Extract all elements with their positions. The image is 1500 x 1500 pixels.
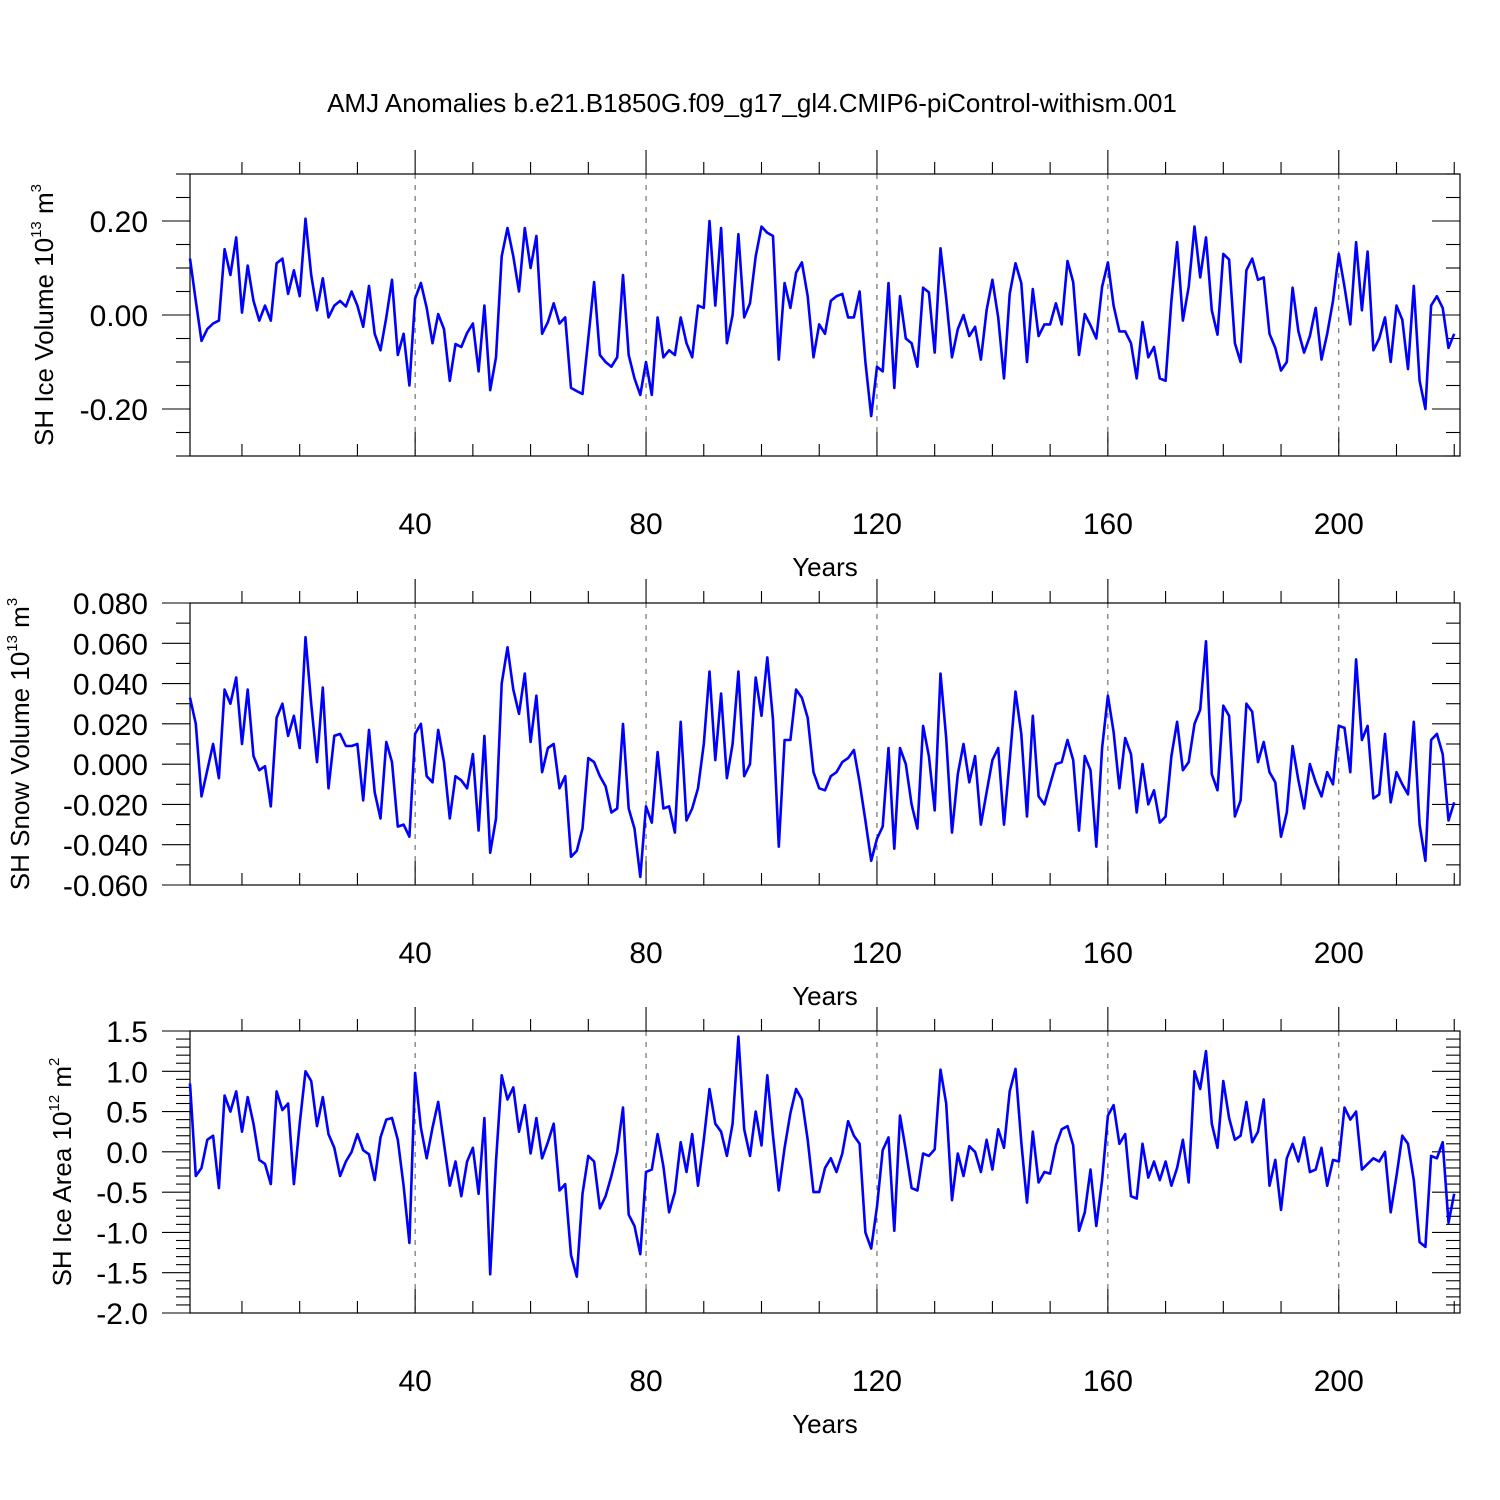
y-tick-label: -0.040 <box>63 830 148 863</box>
x-gridlines <box>414 1031 1340 1313</box>
y-axis-label-main: SH Ice Area 10 <box>47 1112 77 1287</box>
axis-ticks <box>162 579 1460 886</box>
y-tick-label: -1.0 <box>96 1217 148 1250</box>
y-tick-label: 0.000 <box>73 749 148 782</box>
y-tick-label: 0.020 <box>73 709 148 742</box>
y-axis-label-main: SH Ice Volume 10 <box>29 238 59 446</box>
x-tick-label: 200 <box>1314 937 1364 970</box>
y-tick-label: 0.060 <box>73 628 148 661</box>
x-axis-label: Years <box>792 552 858 582</box>
axis-ticks <box>162 150 1460 457</box>
y-tick-label: 0.5 <box>106 1097 148 1130</box>
y-axis-label-unit: m <box>5 606 35 635</box>
tick-labels: 40 80 120 160 200 -0.060 -0.040 -0.020 0.000 0.02… <box>63 588 1364 970</box>
ice-volume-panel: 40 80 120 160 200 -0.20 0.00 0.20 Years SH Ice … <box>28 150 1461 582</box>
axis-ticks <box>162 1007 1460 1314</box>
y-axis-label-unit: m <box>29 192 59 221</box>
x-tick-label: 160 <box>1083 937 1133 970</box>
y-tick-label: -0.20 <box>80 394 148 427</box>
x-axis-label: Years <box>792 981 858 1011</box>
tick-labels: 40 80 120 160 200 -0.20 0.00 0.20 <box>80 206 1364 541</box>
x-tick-label: 160 <box>1083 1365 1133 1398</box>
y-tick-label: 0.080 <box>73 588 148 621</box>
y-tick-label: -0.020 <box>63 789 148 822</box>
x-tick-label: 80 <box>629 937 662 970</box>
x-tick-label: 120 <box>852 1365 902 1398</box>
figure-title: AMJ Anomalies b.e21.B1850G.f09_g17_gl4.C… <box>327 88 1177 118</box>
x-tick-label: 40 <box>398 1365 431 1398</box>
y-axis-label-unit-exponent: 2 <box>46 1058 63 1066</box>
x-tick-label: 200 <box>1314 1365 1364 1398</box>
x-tick-label: 200 <box>1314 508 1364 541</box>
ice-volume-series-line <box>188 217 1456 418</box>
y-tick-label: -2.0 <box>96 1298 148 1331</box>
y-axis-label-unit-exponent: 3 <box>28 184 45 192</box>
tick-labels: 40 80 120 160 200 -2.0 -1.5 -1.0 -0.5 0.0 0.5 1.0 1.… <box>96 1016 1364 1398</box>
x-tick-label: 40 <box>398 937 431 970</box>
y-axis-label: SH Ice Area 1012 m2 <box>46 1058 77 1287</box>
x-tick-label: 120 <box>852 937 902 970</box>
y-tick-label: 0.040 <box>73 669 148 702</box>
y-axis-label-unit: m <box>47 1066 77 1095</box>
plot-frame <box>189 602 1461 886</box>
y-axis-label-exponent: 13 <box>28 221 45 238</box>
plot-frame <box>189 173 1461 457</box>
y-tick-label: 0.20 <box>90 206 148 239</box>
y-tick-label: -0.060 <box>63 870 148 903</box>
x-tick-label: 160 <box>1083 508 1133 541</box>
y-axis-label-main: SH Snow Volume 10 <box>5 652 35 890</box>
y-tick-label: 0.00 <box>90 300 148 333</box>
y-tick-label: 1.0 <box>106 1056 148 1089</box>
y-tick-label: -0.5 <box>96 1177 148 1210</box>
x-tick-label: 120 <box>852 508 902 541</box>
y-tick-label: 0.0 <box>106 1137 148 1170</box>
x-tick-label: 80 <box>629 508 662 541</box>
snow-volume-panel: 40 80 120 160 200 -0.060 -0.040 -0.020 0.000 0.02… <box>4 579 1461 1011</box>
x-axis-label: Years <box>792 1409 858 1439</box>
x-gridlines <box>414 174 1340 456</box>
x-tick-label: 80 <box>629 1365 662 1398</box>
x-tick-label: 40 <box>398 508 431 541</box>
y-axis-label: SH Ice Volume 1013 m3 <box>28 184 59 446</box>
y-axis-label: SH Snow Volume 1013 m3 <box>4 598 35 890</box>
y-axis-label-exponent: 13 <box>4 635 21 652</box>
snow-volume-series-line <box>188 635 1456 879</box>
plot-frame <box>189 1030 1461 1314</box>
ice-area-panel: 40 80 120 160 200 -2.0 -1.5 -1.0 -0.5 0.0 0.5 1.0 1.… <box>46 1007 1461 1439</box>
y-axis-label-unit-exponent: 3 <box>4 598 21 606</box>
y-tick-label: -1.5 <box>96 1258 148 1291</box>
ice-area-series-line <box>188 1035 1456 1278</box>
y-tick-label: 1.5 <box>106 1016 148 1049</box>
y-axis-label-exponent: 12 <box>46 1095 63 1112</box>
